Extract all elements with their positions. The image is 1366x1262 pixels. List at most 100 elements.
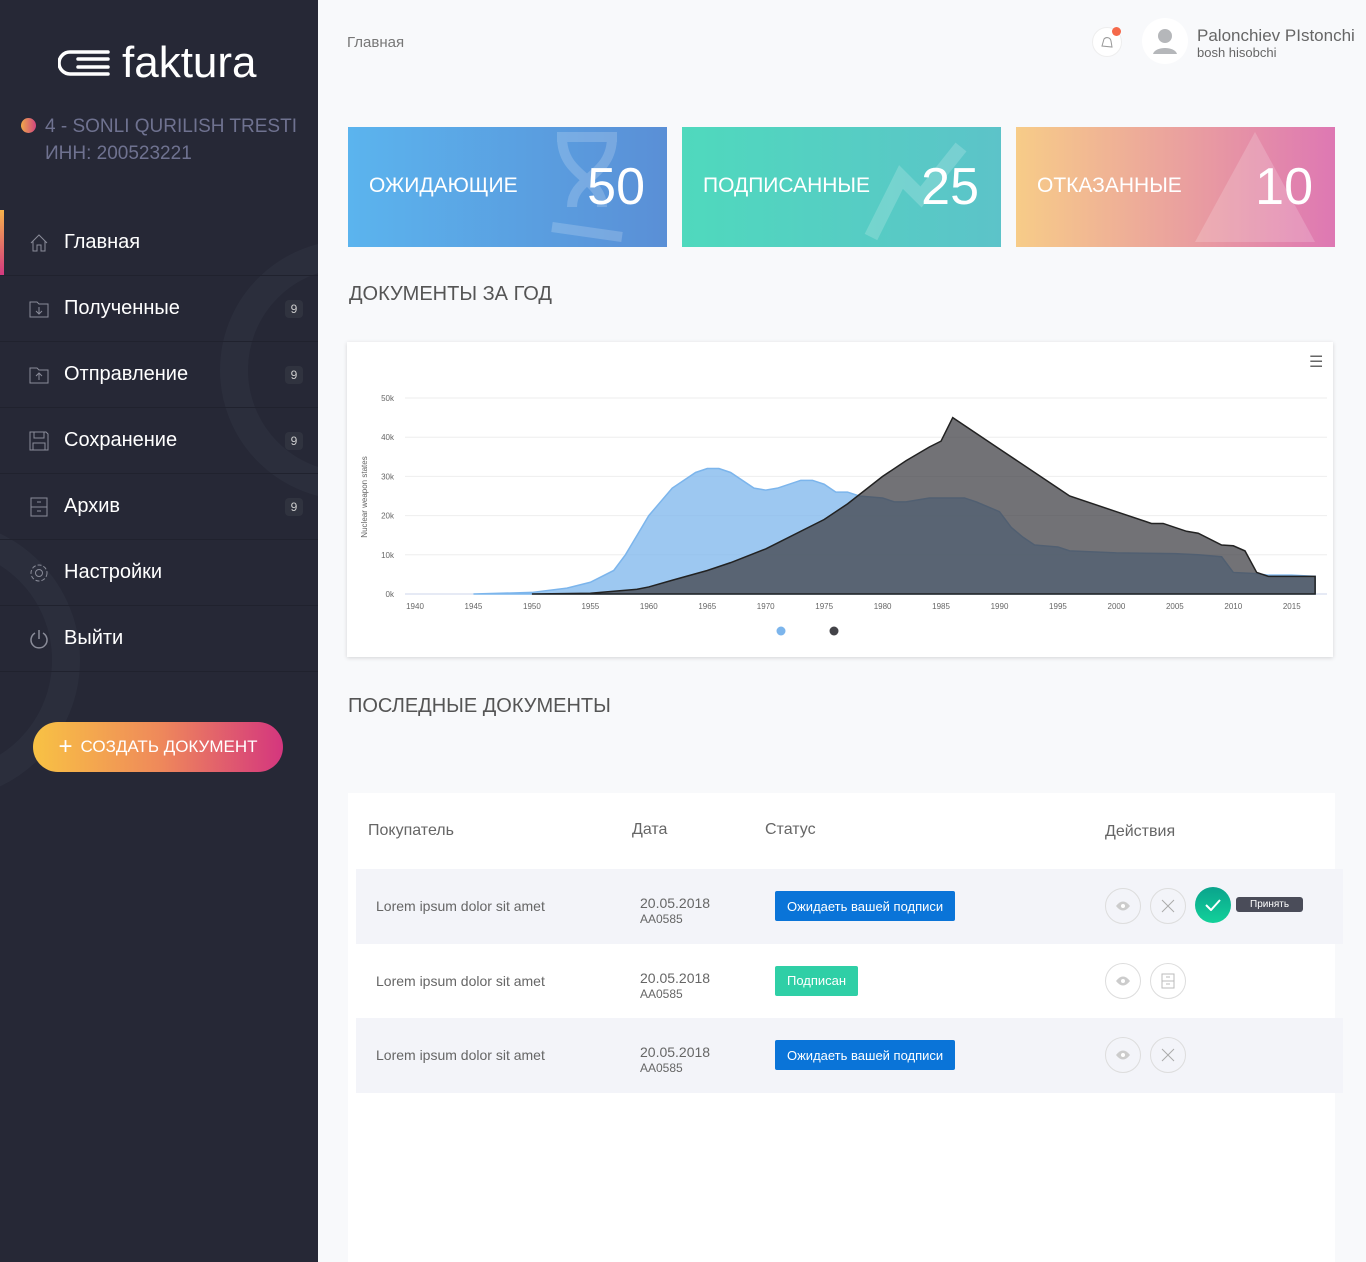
buyer-cell: Lorem ipsum dolor sit amet <box>376 898 545 914</box>
archive-button[interactable] <box>1150 962 1186 999</box>
view-button[interactable] <box>1105 962 1141 999</box>
area-chart: 0k 10k 20k 30k 40k 50k 1940 1945 1950 1955 1960 196… <box>360 394 1327 636</box>
user-role: bosh hisobchi <box>1197 45 1277 60</box>
table-row[interactable]: Lorem ipsum dolor sit amet 20.05.2018 AA0… <box>356 869 1343 944</box>
avatar[interactable] <box>1142 18 1188 64</box>
archive-icon <box>30 497 48 516</box>
x-tick-label: 1990 <box>991 602 1009 611</box>
reject-button[interactable] <box>1150 888 1186 924</box>
create-document-button[interactable]: + СОЗДАТЬ ДОКУМЕНТ <box>33 722 283 772</box>
sidebar-item-3[interactable]: Сохранение 9 <box>0 408 318 474</box>
sidebar-item-2[interactable]: Отправление 9 <box>0 342 318 408</box>
x-tick-label: 1945 <box>465 602 483 611</box>
col-buyer: Покупатель <box>368 822 454 839</box>
doc-number: AA0585 <box>640 1061 683 1075</box>
status-dot <box>21 118 36 133</box>
home-icon <box>30 233 48 251</box>
sidebar-item-label: Сохранение <box>64 429 178 451</box>
check-icon <box>1205 899 1221 911</box>
y-tick-label: 0k <box>386 590 395 599</box>
series-area-1[interactable] <box>531 416 1316 595</box>
user-name[interactable]: Palonchiev PIstonchi <box>1197 26 1355 45</box>
count-badge: 9 <box>285 497 303 516</box>
status-badge: Подписан <box>775 965 859 996</box>
stat-label: ПОДПИСАННЫЕ <box>703 174 871 197</box>
stat-card-1[interactable]: ПОДПИСАННЫЕ 25 <box>682 127 1001 247</box>
col-actions: Действия <box>1105 823 1176 840</box>
x-tick-label: 1980 <box>874 602 892 611</box>
sidebar-item-0[interactable]: Главная <box>0 210 318 276</box>
status-badge: Ожидаеть вашей подписи <box>775 1040 956 1070</box>
gear-icon <box>30 564 48 581</box>
sidebar-item-label: Полученные <box>64 297 180 319</box>
status-badge: Ожидаеть вашей подписи <box>775 891 956 921</box>
breadcrumb[interactable]: Главная <box>347 34 405 51</box>
x-tick-label: 1970 <box>757 602 775 611</box>
view-button[interactable] <box>1105 1037 1141 1073</box>
close-icon <box>1161 1048 1175 1062</box>
card-bg-icon <box>1195 132 1315 242</box>
folder-out-icon <box>29 367 49 383</box>
col-status: Статус <box>765 821 816 838</box>
sidebar-item-4[interactable]: Архив 9 <box>0 474 318 540</box>
buyer-cell: Lorem ipsum dolor sit amet <box>376 1047 545 1063</box>
sidebar: faktura 4 - SONLI QURILISH TRESTI ИНН: 20… <box>0 0 318 1262</box>
stat-card-0[interactable]: ОЖИДАЮЩИЕ 50 <box>348 127 667 247</box>
sidebar-item-6[interactable]: Выйти <box>0 606 318 672</box>
stat-label: ОЖИДАЮЩИЕ <box>369 174 518 197</box>
documents-table: Покупатель Дата Статус Действия Lorem ip… <box>348 793 1343 1262</box>
buyer-cell: Lorem ipsum dolor sit amet <box>376 972 545 989</box>
table-row[interactable]: Lorem ipsum dolor sit amet 20.05.2018 AA0… <box>356 1018 1343 1093</box>
x-tick-label: 2015 <box>1283 602 1301 611</box>
create-document-label: СОЗДАТЬ ДОКУМЕНТ <box>80 737 258 756</box>
stat-value: 25 <box>921 158 979 216</box>
stat-label: ОТКАЗАННЫЕ <box>1037 174 1182 197</box>
sidebar-item-label: Настройки <box>64 561 163 583</box>
logo[interactable]: faktura <box>58 38 257 88</box>
stat-value: 10 <box>1255 158 1313 216</box>
count-badge: 9 <box>285 299 303 318</box>
accept-button[interactable] <box>1195 887 1231 923</box>
logo-icon <box>58 50 110 76</box>
eye-icon <box>1116 1050 1130 1060</box>
y-tick-label: 10k <box>381 551 395 560</box>
organization: 4 - SONLI QURILISH TRESTI ИНН: 200523221 <box>45 113 297 167</box>
x-tick-label: 1960 <box>640 602 658 611</box>
view-button[interactable] <box>1105 888 1141 924</box>
chart-section-title: ДОКУМЕНТЫ ЗА ГОД <box>349 283 552 305</box>
accept-tooltip: Принять <box>1236 897 1304 912</box>
col-date: Дата <box>632 821 668 838</box>
chart-menu-button[interactable]: ☰ <box>1309 354 1324 371</box>
sidebar-item-label: Главная <box>64 231 141 253</box>
doc-number: AA0585 <box>640 986 683 1001</box>
sidebar-item-label: Выйти <box>64 627 124 649</box>
x-tick-label: 2000 <box>1108 602 1126 611</box>
folder-in-icon <box>29 301 49 317</box>
x-tick-label: 1995 <box>1049 602 1067 611</box>
card-bg-icon <box>551 132 623 242</box>
y-tick-label: 20k <box>381 512 395 521</box>
stat-card-2[interactable]: ОТКАЗАННЫЕ 10 <box>1016 127 1335 247</box>
sidebar-item-1[interactable]: Полученные 9 <box>0 276 318 342</box>
y-tick-label: 50k <box>381 394 395 403</box>
org-name: 4 - SONLI QURILISH TRESTI <box>45 116 297 137</box>
sidebar-item-5[interactable]: Настройки <box>0 540 318 606</box>
x-tick-label: 1975 <box>815 602 833 611</box>
chart-card: 0k 10k 20k 30k 40k 50k 1940 1945 1950 1955 1960 196… <box>347 342 1333 657</box>
date-cell: 20.05.2018 <box>640 895 711 911</box>
x-tick-label: 2010 <box>1224 602 1242 611</box>
table-row[interactable]: Lorem ipsum dolor sit amet 20.05.2018 AA0… <box>356 944 1343 1019</box>
close-icon <box>1161 899 1175 913</box>
count-badge: 9 <box>285 365 303 384</box>
reject-button[interactable] <box>1150 1037 1186 1073</box>
card-bg-icon <box>864 142 967 241</box>
legend-marker-0[interactable] <box>776 626 786 636</box>
sidebar-nav: Главная Полученные 9 Отправление 9 Сохранение… <box>0 210 318 672</box>
logo-text: faktura <box>122 38 257 87</box>
legend-marker-1[interactable] <box>829 626 839 636</box>
eye-icon <box>1116 976 1130 985</box>
y-tick-label: 30k <box>381 472 395 481</box>
sidebar-item-label: Отправление <box>64 363 189 385</box>
save-icon <box>29 431 49 450</box>
x-tick-label: 2005 <box>1166 602 1184 611</box>
